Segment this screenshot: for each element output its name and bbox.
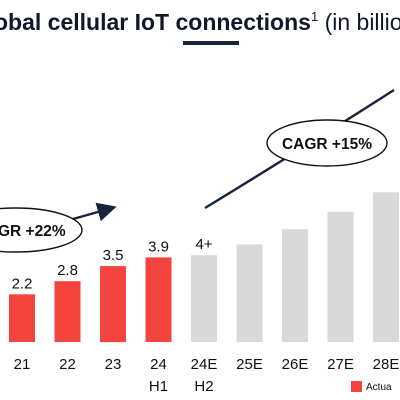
bar-26e [282, 229, 308, 342]
value-label-21: 2.2 [12, 275, 33, 292]
tick-label-24e: 24E [191, 356, 218, 373]
bar-27e [327, 211, 354, 342]
value-label-24e: 4+ [195, 236, 212, 253]
chart-title-unit: (in billio [318, 9, 400, 35]
bar-24-h1 [145, 257, 172, 342]
legend: Actua [351, 381, 392, 393]
legend-swatch-actual [351, 381, 362, 392]
tick-label-25e: 25E [236, 356, 263, 373]
cagr-callout-forecast: CAGR +15% [266, 119, 388, 167]
tick-label-21: 21 [14, 356, 31, 373]
cagr-label-early: GR +22% [0, 223, 66, 240]
tick-sublabel-h2: H2 [194, 378, 213, 395]
tick-label-22: 22 [59, 356, 76, 373]
tick-labels-group: 21 22 23 24 H1 24E H2 25E 26E 27E 28E [14, 356, 400, 395]
tick-sublabel-h1: H1 [149, 378, 168, 395]
tick-label-23: 23 [105, 356, 122, 373]
bar-21 [9, 294, 35, 342]
bar-24e-h2 [191, 255, 217, 342]
legend-label-actual: Actua [366, 382, 392, 393]
bar-25e [236, 244, 263, 342]
tick-label-28e: 28E [373, 356, 400, 373]
cagr-label-forecast: CAGR +15% [282, 136, 372, 153]
value-label-24: 3.9 [148, 238, 169, 255]
cagr-ellipse-forecast [266, 119, 388, 167]
tick-label-24: 24 [150, 356, 167, 373]
bar-28e [373, 192, 399, 342]
value-labels-group: 2.2 2.8 3.5 3.9 4+ [12, 236, 213, 292]
cagr-ellipse-early [0, 207, 83, 253]
chart-title: obal cellular IoT connections1 (in billi… [0, 2, 400, 37]
value-label-22: 2.8 [57, 262, 78, 279]
tick-label-26e: 26E [282, 356, 309, 373]
tick-label-27e: 27E [327, 356, 354, 373]
bar-23 [100, 266, 126, 343]
bar-22 [54, 281, 81, 342]
chart-title-footnote-marker: 1 [310, 9, 319, 24]
cagr-callout-early: GR +22% [0, 207, 83, 253]
chart-title-main: obal cellular IoT connections [0, 9, 311, 35]
value-label-23: 3.5 [103, 247, 124, 264]
bars-group [9, 192, 399, 343]
title-underline [183, 41, 239, 45]
